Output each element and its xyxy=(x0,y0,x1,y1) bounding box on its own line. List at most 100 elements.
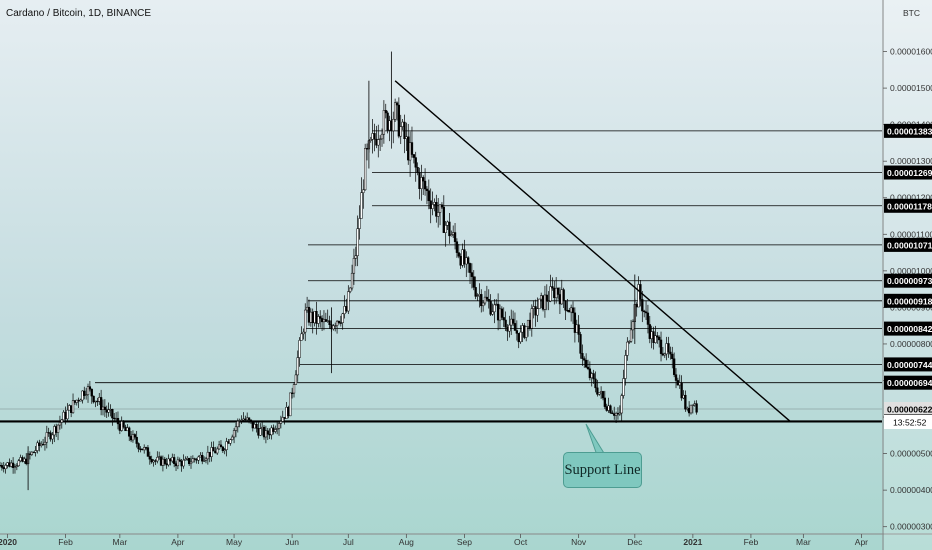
candle-body xyxy=(161,458,165,466)
candle-body xyxy=(2,467,5,470)
candle-body xyxy=(176,459,180,467)
candle-body xyxy=(287,406,290,417)
candle-body xyxy=(6,462,9,466)
candle-body xyxy=(622,378,625,396)
candle-body xyxy=(530,308,533,329)
candle-body xyxy=(212,447,215,452)
candle-body xyxy=(347,291,350,312)
candle-body xyxy=(526,319,530,327)
candle-body xyxy=(463,249,466,265)
candle-body xyxy=(128,427,131,437)
candle-body xyxy=(15,465,19,467)
candle-body xyxy=(646,312,650,325)
candle-body xyxy=(107,409,110,413)
x-tick-label: 2020 xyxy=(0,537,17,547)
candle-body xyxy=(109,409,112,411)
candle-body xyxy=(184,458,187,461)
candle-body xyxy=(36,442,39,451)
candle-body xyxy=(193,458,196,460)
x-tick-label: Dec xyxy=(627,537,643,547)
candle-body xyxy=(511,318,515,324)
candle-body xyxy=(491,311,494,315)
candle-body xyxy=(371,133,374,140)
candle-body xyxy=(317,316,320,324)
candle-body xyxy=(189,461,193,465)
candle-body xyxy=(474,287,477,297)
candle-body xyxy=(86,386,90,395)
candle-body xyxy=(204,458,208,461)
candle-body xyxy=(163,458,166,464)
candle-body xyxy=(566,309,569,312)
candle-body xyxy=(676,380,680,386)
candle-body xyxy=(58,422,62,426)
candle-body xyxy=(292,384,296,394)
candle-body xyxy=(680,382,683,399)
candle-body xyxy=(510,318,513,326)
candle-body xyxy=(277,423,281,429)
candle-body xyxy=(274,429,277,432)
candle-body xyxy=(240,419,243,422)
price-tag-label: 0.00001071 xyxy=(887,240,932,250)
candle-body xyxy=(294,374,298,385)
candle-body xyxy=(264,430,268,438)
y-tick-label: 0.00001000 xyxy=(890,266,932,276)
candle-body xyxy=(266,430,269,435)
candle-body xyxy=(656,335,659,338)
candle-body xyxy=(247,417,251,421)
candle-body xyxy=(373,133,376,140)
price-tag xyxy=(884,123,932,138)
candle-body xyxy=(305,306,309,311)
candle-body xyxy=(285,406,288,419)
candle-body xyxy=(129,436,133,441)
candle-body xyxy=(453,232,457,242)
candle-body xyxy=(219,444,223,448)
candle-body xyxy=(534,306,537,316)
candle-body xyxy=(586,366,590,370)
candle-body xyxy=(232,430,236,438)
candle-body xyxy=(270,427,273,436)
candle-body xyxy=(515,330,518,334)
candle-body xyxy=(25,458,28,465)
candle-body xyxy=(687,407,691,414)
candle-body xyxy=(56,424,60,433)
candle-body xyxy=(635,304,638,308)
candle-body xyxy=(485,296,489,300)
candle-body xyxy=(141,448,144,451)
candle-body xyxy=(558,294,562,305)
candle-body xyxy=(34,450,37,453)
candle-body xyxy=(408,142,412,161)
candle-body xyxy=(51,434,54,440)
candle-body xyxy=(388,120,391,131)
candle-body xyxy=(380,133,384,140)
candle-body xyxy=(631,321,635,331)
countdown-tag xyxy=(884,415,932,430)
candle-body xyxy=(665,343,668,355)
candle-body xyxy=(320,318,324,323)
x-tick-label: Feb xyxy=(58,537,73,547)
x-tick-label: May xyxy=(226,537,243,547)
candle-body xyxy=(242,418,245,421)
candle-body xyxy=(431,204,434,209)
candle-body xyxy=(345,306,348,312)
candle-body xyxy=(590,373,593,379)
y-tick-label: 0.00001300 xyxy=(890,156,932,166)
candle-body xyxy=(229,439,232,444)
candle-body xyxy=(658,336,661,341)
candle-body xyxy=(216,448,219,454)
candle-body xyxy=(253,423,256,429)
candle-body xyxy=(113,417,116,420)
x-tick-label: Oct xyxy=(514,537,528,547)
candle-body xyxy=(114,417,118,420)
price-tag-label: 0.00000918 xyxy=(887,296,932,306)
candle-body xyxy=(201,455,204,462)
candle-body xyxy=(150,458,153,463)
candle-body xyxy=(603,397,607,407)
candle-body xyxy=(304,309,307,333)
candle-body xyxy=(442,206,445,233)
candle-body xyxy=(137,443,140,450)
candle-body xyxy=(154,460,157,462)
candle-body xyxy=(81,390,84,401)
candle-body xyxy=(444,225,447,233)
candle-body xyxy=(517,333,520,343)
